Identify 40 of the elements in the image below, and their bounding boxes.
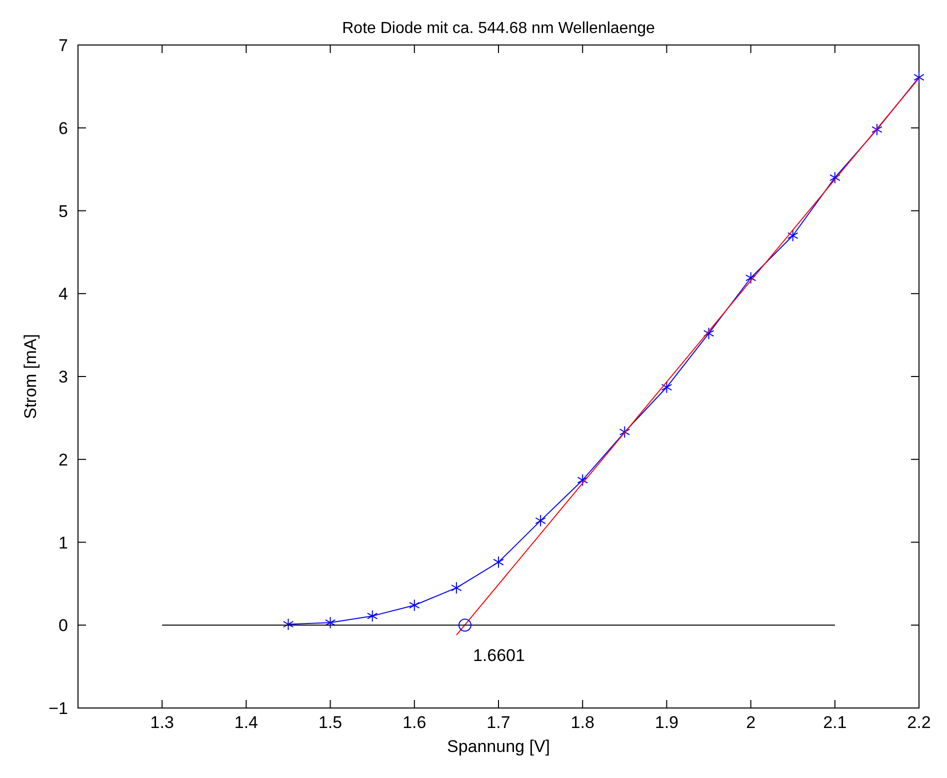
y-tick-label: −1 <box>48 699 68 718</box>
point <box>366 610 378 622</box>
point <box>282 618 294 630</box>
y-tick-label: 2 <box>58 450 68 470</box>
x-tick-label: 2.2 <box>907 713 931 732</box>
y-tick-label: 7 <box>58 36 68 55</box>
point <box>745 272 756 284</box>
point <box>787 229 798 242</box>
x-tick-label: 1.6 <box>402 713 426 732</box>
y-tick-label: 4 <box>58 284 68 304</box>
y-tick-label: 3 <box>58 368 68 386</box>
annotation: 1.6601 <box>472 646 525 666</box>
x-tick-label: 2 <box>746 713 756 732</box>
x-tick-label: 2.1 <box>823 713 847 732</box>
y-axis-title: Strom [mA] <box>21 334 40 420</box>
point <box>703 327 714 340</box>
x-tick-label: 1.9 <box>654 713 679 732</box>
y-tick-label: 6 <box>58 118 68 138</box>
x-tick-label: 1.4 <box>234 713 258 732</box>
y-tick-label: 0 <box>58 616 68 636</box>
y-tick-label: 5 <box>58 202 68 221</box>
point <box>829 171 840 184</box>
x-axis-title: Spannung [V] <box>446 737 550 756</box>
x-tick-label: 1.3 <box>150 713 174 732</box>
point <box>577 474 588 486</box>
point <box>619 426 630 438</box>
point <box>324 616 336 629</box>
point <box>661 381 672 394</box>
point <box>451 582 462 594</box>
x-tick-label: 1.8 <box>570 713 594 732</box>
point <box>408 599 420 612</box>
point <box>458 618 472 632</box>
point <box>914 71 924 84</box>
point <box>493 556 504 568</box>
point <box>535 514 546 527</box>
x-tick-label: 1.5 <box>318 713 342 732</box>
point <box>872 123 882 136</box>
chart-title: Rote Diode mit ca. 544.68 nm Wellenlaenge <box>342 20 655 37</box>
x-tick-label: 1.7 <box>486 713 510 732</box>
y-tick-label: 1 <box>58 533 68 552</box>
